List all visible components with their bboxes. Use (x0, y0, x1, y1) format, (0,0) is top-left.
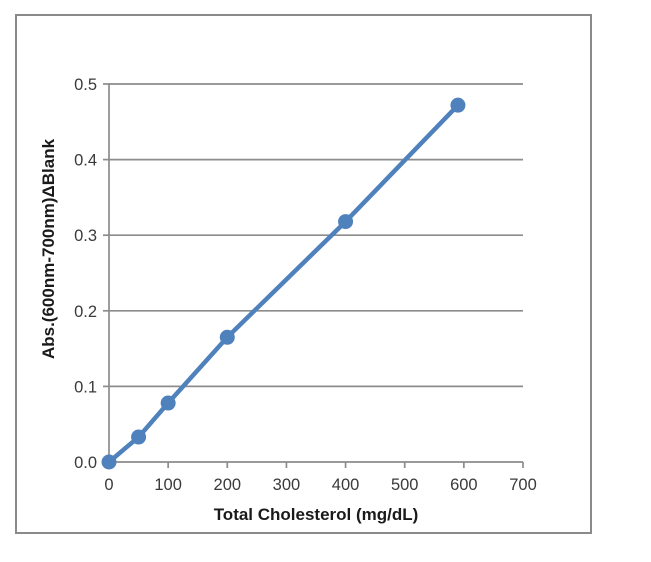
data-point-marker (219, 329, 235, 345)
grid-layer (109, 83, 523, 388)
tick-label-layer: 0.0 0.1 0.2 0.3 0.4 0.5 0 100 200 300 400 500 600 700 (74, 76, 537, 494)
y-tick-label: 0.4 (74, 152, 97, 170)
data-point-marker (131, 429, 147, 445)
x-tick-label: 100 (154, 476, 182, 494)
x-tick-label: 500 (391, 476, 419, 494)
chart-frame: 0.0 0.1 0.2 0.3 0.4 0.5 0 100 200 300 400 500 600 700… (15, 14, 592, 534)
x-tick-label: 0 (104, 476, 113, 494)
axis-layer (103, 83, 524, 468)
x-tick-label: 300 (273, 476, 301, 494)
x-tick-label: 600 (450, 476, 478, 494)
series-layer (101, 97, 466, 470)
series-line (106, 102, 461, 465)
y-tick-label: 0.0 (74, 454, 97, 472)
data-point-marker (450, 97, 466, 113)
y-tick-label: 0.2 (74, 303, 97, 321)
chart-svg: 0.0 0.1 0.2 0.3 0.4 0.5 0 100 200 300 400 500 600 700… (39, 76, 537, 524)
y-tick-label: 0.3 (74, 227, 97, 245)
data-point-marker (160, 395, 176, 411)
y-tick-label: 0.5 (74, 76, 97, 94)
x-tick-label: 200 (214, 476, 242, 494)
x-axis-title: Total Cholesterol (mg/dL) (214, 505, 419, 524)
y-tick-label: 0.1 (74, 378, 97, 396)
x-tick-label: 700 (509, 476, 537, 494)
x-tick-label: 400 (332, 476, 360, 494)
data-point-marker (338, 214, 354, 230)
data-point-marker (101, 454, 117, 470)
y-axis-title: Abs.(600nm-700nm)ΔBlank (39, 138, 58, 359)
